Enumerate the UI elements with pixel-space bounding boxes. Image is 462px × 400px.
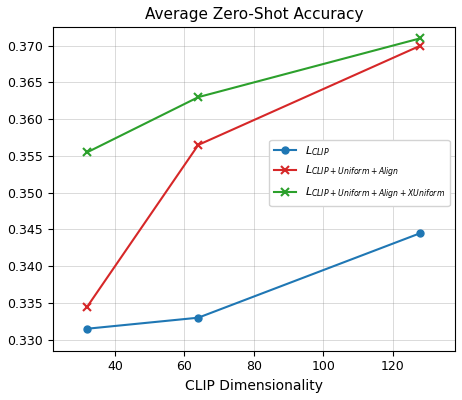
Title: Average Zero-Shot Accuracy: Average Zero-Shot Accuracy — [145, 7, 363, 22]
$L_{CLIP + Uniform + Align}$ — [418, 43, 423, 48]
$L_{CLIP + Uniform + Align + XUniform}$ — [85, 150, 90, 155]
Line: $L_{CLIP}$: $L_{CLIP}$ — [84, 230, 424, 332]
$L_{CLIP + Uniform + Align}$ — [85, 304, 90, 309]
X-axis label: CLIP Dimensionality: CLIP Dimensionality — [185, 379, 323, 393]
Line: $L_{CLIP + Uniform + Align + XUniform}$: $L_{CLIP + Uniform + Align + XUniform}$ — [83, 34, 425, 156]
Legend: $L_{CLIP}$, $L_{CLIP + Uniform + Align}$, $L_{CLIP + Uniform + Align + XUniform}: $L_{CLIP}$, $L_{CLIP + Uniform + Align}$… — [269, 140, 450, 206]
$L_{CLIP}$ — [85, 326, 90, 331]
$L_{CLIP}$ — [418, 231, 423, 236]
$L_{CLIP + Uniform + Align}$ — [195, 142, 201, 147]
$L_{CLIP + Uniform + Align + XUniform}$ — [418, 36, 423, 41]
Line: $L_{CLIP + Uniform + Align}$: $L_{CLIP + Uniform + Align}$ — [83, 42, 425, 311]
$L_{CLIP + Uniform + Align + XUniform}$ — [195, 95, 201, 100]
$L_{CLIP}$ — [195, 315, 201, 320]
